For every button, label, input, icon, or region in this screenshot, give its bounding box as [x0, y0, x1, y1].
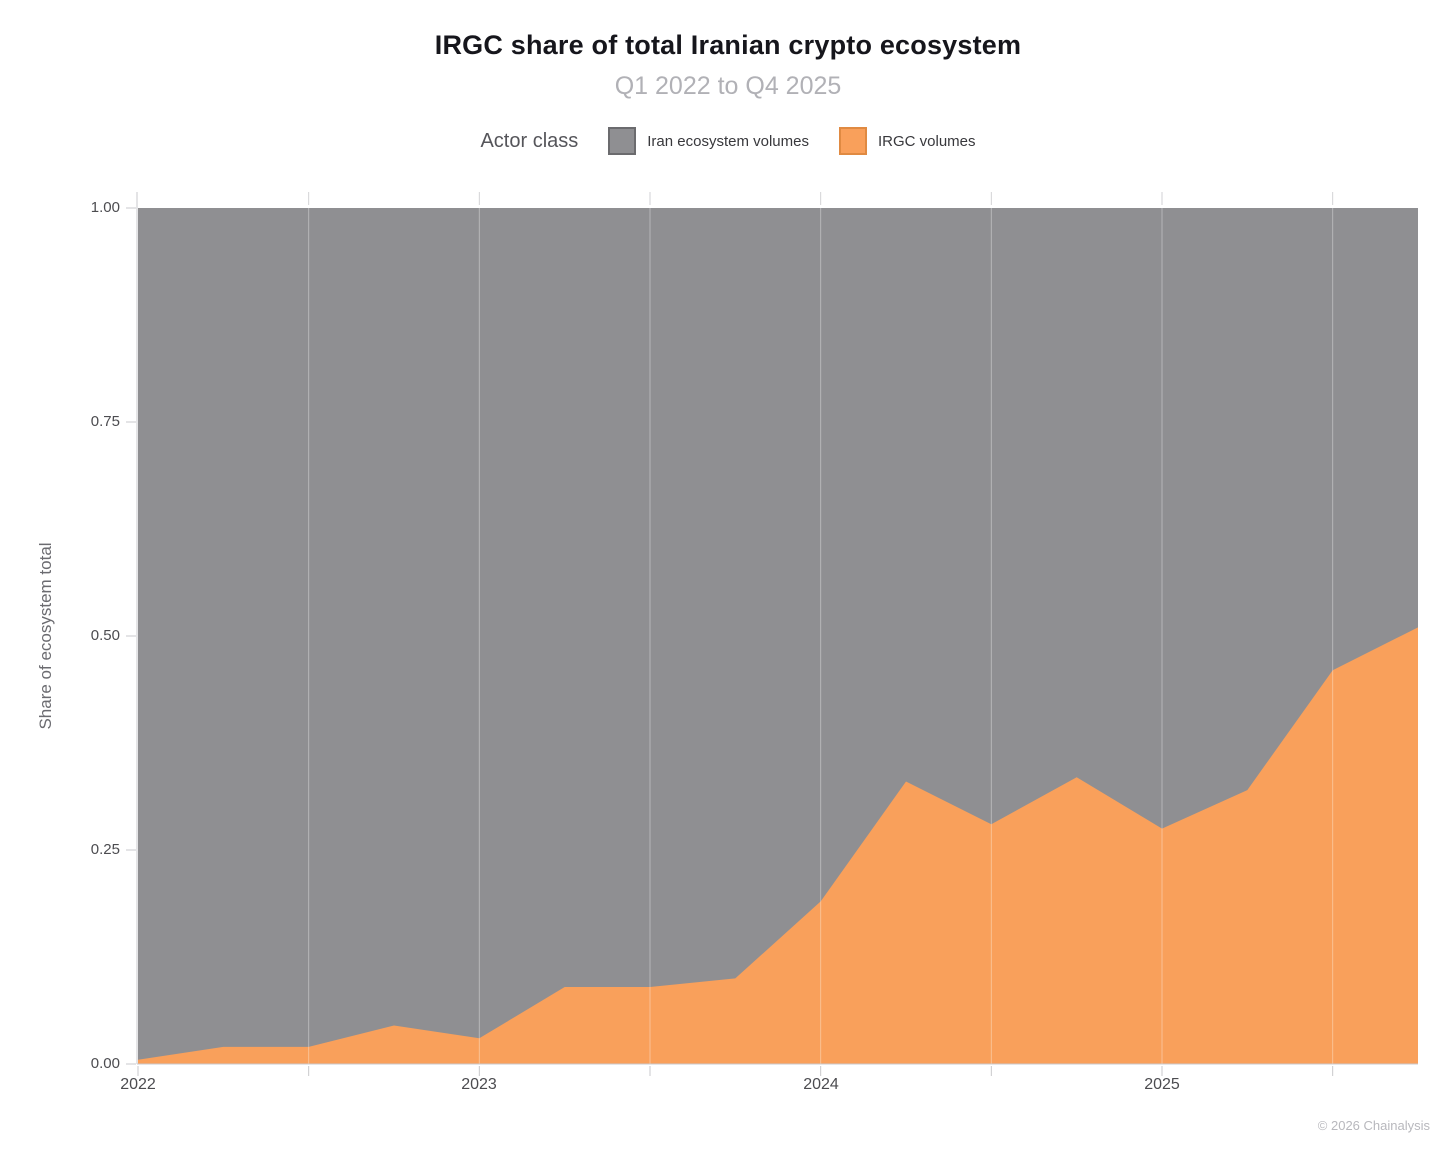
- y-tick-label: 1.00: [90, 199, 120, 216]
- iran-ecosystem-swatch: [608, 127, 637, 155]
- irgc-swatch: [839, 127, 867, 155]
- legend-item-irgc: IRGC volumes: [839, 127, 976, 155]
- y-tick-label: 0.75: [90, 413, 120, 430]
- x-tick-label: 2023: [461, 1076, 497, 1093]
- legend-item-label: IRGC volumes: [878, 132, 976, 150]
- chart-subtitle: Q1 2022 to Q4 2025: [614, 72, 842, 100]
- legend-title: Actor class: [480, 129, 579, 152]
- x-tick-label: 2024: [803, 1076, 839, 1093]
- chart-title: IRGC share of total Iranian crypto ecosy…: [434, 30, 1022, 60]
- x-tick-label: 2022: [120, 1076, 156, 1093]
- legend: Actor class Iran ecosystem volumes IRGC …: [0, 127, 1456, 155]
- legend-item-label: Iran ecosystem volumes: [647, 132, 809, 150]
- y-axis-title: Share of ecosystem total: [36, 542, 55, 730]
- y-tick-label: 0.50: [90, 627, 120, 644]
- x-tick-label: 2025: [1144, 1076, 1180, 1093]
- y-tick-label: 0.25: [90, 841, 120, 858]
- legend-item-iran-ecosystem: Iran ecosystem volumes: [608, 127, 809, 155]
- y-tick-label: 0.00: [90, 1055, 120, 1072]
- copyright-note: © 2026 Chainalysis: [1317, 1118, 1430, 1133]
- irgc-area: [138, 627, 1418, 1064]
